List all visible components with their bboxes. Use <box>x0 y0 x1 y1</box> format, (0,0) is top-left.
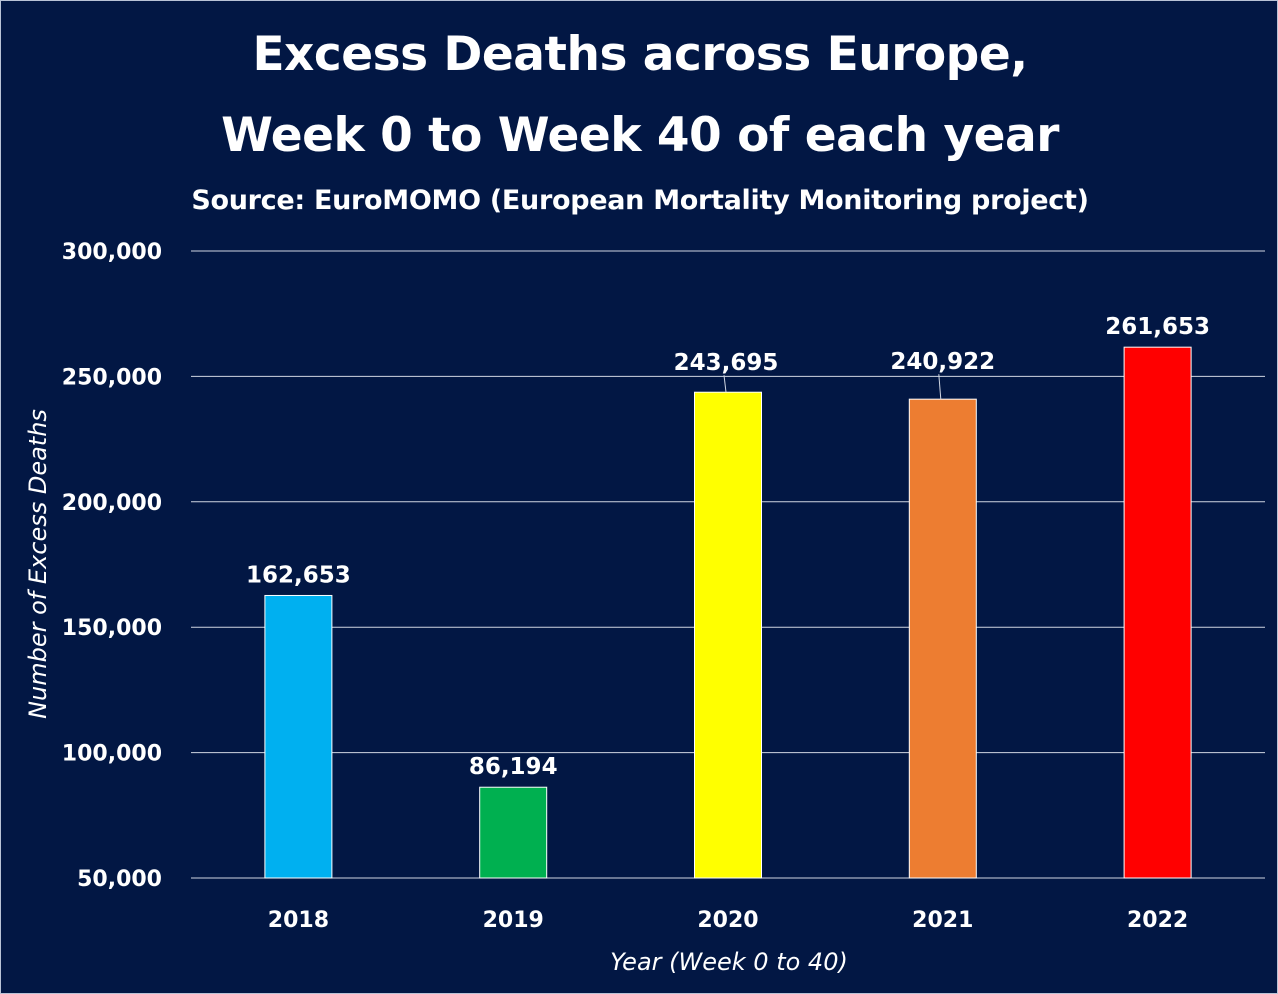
bar-2022 <box>1123 346 1192 879</box>
bar-2018 <box>264 594 333 879</box>
x-tick-label: 2022 <box>1127 908 1188 933</box>
bar-2021 <box>908 398 977 879</box>
y-tick-label: 250,000 <box>62 365 162 390</box>
chart-title: Excess Deaths across Europe, <box>252 27 1028 82</box>
y-tick-label: 300,000 <box>62 240 162 265</box>
data-label-2020: 243,695 <box>674 350 779 376</box>
y-tick-label: 150,000 <box>62 616 162 641</box>
leader-line-2021 <box>938 374 942 400</box>
y-tick-label: 50,000 <box>77 867 162 892</box>
data-label-2019: 86,194 <box>469 754 558 780</box>
data-labels: 162,653 86,194 243,695 240,922 261,653 <box>246 314 1210 780</box>
y-tick-label: 100,000 <box>62 742 162 767</box>
chart-title-line-2: Week 0 to Week 40 of each year <box>221 108 1059 163</box>
x-tick-label: 2019 <box>483 908 544 933</box>
data-label-2018: 162,653 <box>246 562 351 588</box>
y-axis-ticks: 50,000 100,000 150,000 200,000 250,000 300,00… <box>62 240 162 892</box>
x-tick-label: 2018 <box>268 908 329 933</box>
x-axis-ticks: 2018 2019 2020 2021 2022 <box>268 908 1188 933</box>
data-label-2022: 261,653 <box>1105 314 1210 340</box>
chart-subtitle: Source: EuroMOMO (European Mortality Mon… <box>191 185 1089 216</box>
data-label-2021: 240,922 <box>890 349 995 375</box>
y-tick-label: 200,000 <box>62 491 162 516</box>
x-axis-title: Year (Week 0 to 40) <box>610 948 848 976</box>
x-tick-label: 2021 <box>912 908 973 933</box>
bar-2020 <box>694 391 762 879</box>
bars <box>264 346 1192 879</box>
y-axis-title: Number of Excess Deaths <box>24 409 52 719</box>
bar-2019 <box>479 786 548 879</box>
leader-line-2020 <box>723 375 727 393</box>
x-tick-label: 2020 <box>697 908 758 933</box>
